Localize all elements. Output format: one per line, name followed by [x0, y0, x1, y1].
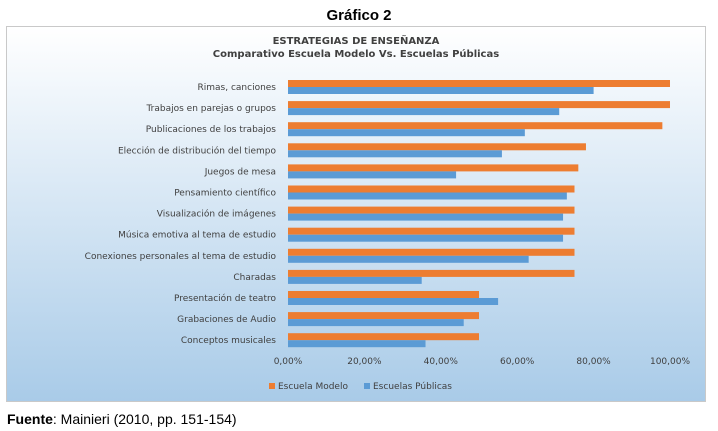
bar-escuela-modelo	[288, 333, 479, 341]
bar-escuelas-publicas	[288, 192, 567, 200]
category-label: Conceptos musicales	[181, 336, 276, 346]
bar-escuelas-publicas	[288, 234, 564, 242]
x-tick-label: 60,00%	[500, 357, 535, 367]
legend: Escuela Modelo Escuelas Públicas	[269, 382, 452, 392]
bar-escuelas-publicas	[288, 87, 594, 94]
bar-escuelas-publicas	[288, 340, 426, 348]
bar-escuela-modelo	[288, 312, 479, 320]
bar-escuela-modelo	[288, 122, 663, 130]
category-label: Grabaciones de Audio	[177, 315, 276, 325]
category-labels: Rimas, canciones Trabajos en parejas o gr…	[85, 83, 277, 346]
category-label: Conexiones personales al tema de estudio	[85, 252, 277, 262]
category-label: Juegos de mesa	[204, 167, 276, 177]
bar-escuela-modelo	[288, 248, 575, 256]
bar-escuela-modelo	[288, 206, 575, 214]
bar-escuelas-publicas	[288, 171, 457, 179]
bar-escuela-modelo	[288, 143, 586, 151]
category-label: Visualización de imágenes	[157, 209, 277, 220]
bar-escuela-modelo	[288, 80, 670, 87]
bar-escuelas-publicas	[288, 276, 422, 284]
category-label: Elección de distribución del tiempo	[118, 145, 277, 156]
source-text: : Mainieri (2010, pp. 151-154)	[52, 411, 237, 427]
bar-escuelas-publicas	[288, 213, 564, 221]
legend-label: Escuela Modelo	[278, 382, 348, 392]
x-tick-label: 100,00%	[650, 357, 690, 367]
bars-layer	[288, 80, 670, 348]
category-label: Pensamiento científico	[174, 189, 276, 199]
bar-escuela-modelo	[288, 227, 575, 235]
legend-label: Escuelas Públicas	[373, 382, 452, 392]
bar-escuela-modelo	[288, 101, 670, 109]
category-label: Publicaciones de los trabajos	[146, 125, 277, 135]
bar-escuelas-publicas	[288, 150, 502, 158]
legend-swatch-escuelas-publicas	[364, 383, 370, 389]
bar-escuela-modelo	[288, 164, 579, 172]
bar-escuelas-publicas	[288, 129, 525, 137]
source-label: Fuente	[7, 411, 53, 427]
x-axis-ticks: 0,00% 20,00% 40,00% 60,00% 80,00% 100,00%	[274, 357, 691, 367]
category-label: Rimas, canciones	[198, 83, 277, 93]
x-tick-label: 80,00%	[576, 357, 611, 367]
category-label: Trabajos en parejas o grupos	[145, 104, 276, 114]
chart-subtitle: Comparativo Escuela Modelo Vs. Escuelas …	[213, 48, 499, 60]
bar-escuela-modelo	[288, 291, 479, 298]
x-tick-label: 20,00%	[347, 357, 382, 367]
source-note: Fuente: Mainieri (2010, pp. 151-154)	[7, 411, 237, 427]
bar-escuelas-publicas	[288, 298, 499, 305]
bar-escuela-modelo	[288, 269, 575, 277]
legend-swatch-escuela-modelo	[269, 383, 275, 389]
chart-svg: ESTRATEGIAS DE ENSEÑANZA Comparativo Esc…	[7, 27, 705, 401]
category-label: Música emotiva al tema de estudio	[118, 231, 276, 241]
chart-frame: ESTRATEGIAS DE ENSEÑANZA Comparativo Esc…	[6, 26, 706, 402]
figure-label: Gráfico 2	[326, 7, 392, 24]
bar-escuelas-publicas	[288, 255, 529, 263]
bar-escuelas-publicas	[288, 319, 464, 327]
category-label: Charadas	[233, 273, 276, 283]
x-tick-label: 40,00%	[424, 357, 459, 367]
bar-escuela-modelo	[288, 185, 575, 193]
x-tick-label: 0,00%	[274, 357, 303, 367]
chart-title: ESTRATEGIAS DE ENSEÑANZA	[273, 34, 440, 47]
bar-escuelas-publicas	[288, 108, 560, 116]
category-label: Presentación de teatro	[174, 293, 277, 304]
